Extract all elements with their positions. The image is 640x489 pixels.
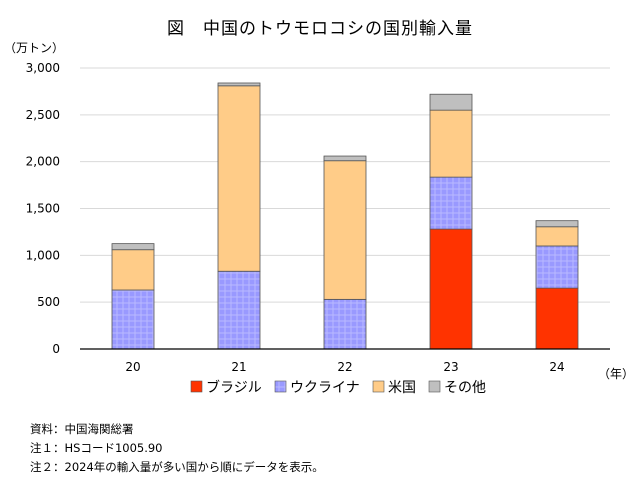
- legend-swatch: [372, 380, 385, 393]
- bar-segment-22-2: [323, 160, 367, 300]
- note-2: 注２：2024年の輸入量が多い国から順にデータを表示。: [30, 460, 324, 474]
- note-1: 注１：HSコード1005.90: [30, 441, 163, 455]
- bar-segment-24-0: [535, 287, 579, 350]
- bar-segment-20-3: [111, 243, 155, 251]
- bar-segment-21-2: [217, 85, 261, 272]
- legend-label: ブラジル: [206, 379, 262, 396]
- x-tick-label: 20: [125, 360, 140, 374]
- legend: ブラジル ウクライナ 米国 その他: [190, 379, 486, 396]
- x-tick-label: 22: [337, 360, 352, 374]
- bar-segment-23-0: [429, 228, 473, 350]
- y-tick-label: 0: [52, 342, 60, 356]
- bar-segment-24-3: [535, 220, 579, 228]
- x-tick-label: 21: [231, 360, 246, 374]
- legend-swatch: [190, 380, 203, 393]
- bar-segment-22-1: [323, 298, 367, 350]
- legend-label: ウクライナ: [290, 380, 360, 396]
- y-tick-label: 2,500: [26, 108, 60, 122]
- bar-segment-24-1: [535, 245, 579, 289]
- x-tick-label: 24: [549, 360, 564, 374]
- bar-segment-22-3: [323, 155, 367, 162]
- y-tick-label: 2,000: [26, 155, 60, 169]
- bar-segment-20-2: [111, 249, 155, 291]
- y-tick-label: 500: [37, 295, 60, 309]
- y-axis-label: （万トン）: [4, 41, 64, 55]
- bar-segment-24-2: [535, 226, 579, 247]
- axes: 0 500 1,000 1,500 2,000 2,500 3,000 20 21 22 23 24: [26, 61, 610, 374]
- y-tick-label: 3,000: [26, 61, 60, 75]
- bars: [111, 82, 579, 350]
- bar-segment-23-3: [429, 93, 473, 111]
- bar-segment-21-3: [217, 82, 261, 87]
- chart-title: 図 中国のトウモロコシの国別輸入量: [167, 19, 473, 39]
- bar-segment-23-1: [429, 176, 473, 230]
- legend-swatch: [274, 380, 287, 393]
- notes: 資料：中国海関総署 注１：HSコード1005.90 注２：2024年の輸入量が多…: [30, 420, 324, 477]
- source-note: 資料：中国海関総署: [30, 422, 134, 436]
- x-axis-label: （年）: [598, 367, 634, 381]
- bar-segment-20-1: [111, 289, 155, 350]
- x-tick-label: 23: [443, 360, 458, 374]
- bar-segment-23-2: [429, 109, 473, 178]
- legend-swatch: [428, 380, 441, 393]
- y-tick-label: 1,000: [26, 248, 60, 262]
- legend-label: 米国: [388, 380, 416, 396]
- bar-segment-21-1: [217, 270, 261, 350]
- legend-label: その他: [444, 380, 486, 396]
- y-tick-label: 1,500: [26, 202, 60, 216]
